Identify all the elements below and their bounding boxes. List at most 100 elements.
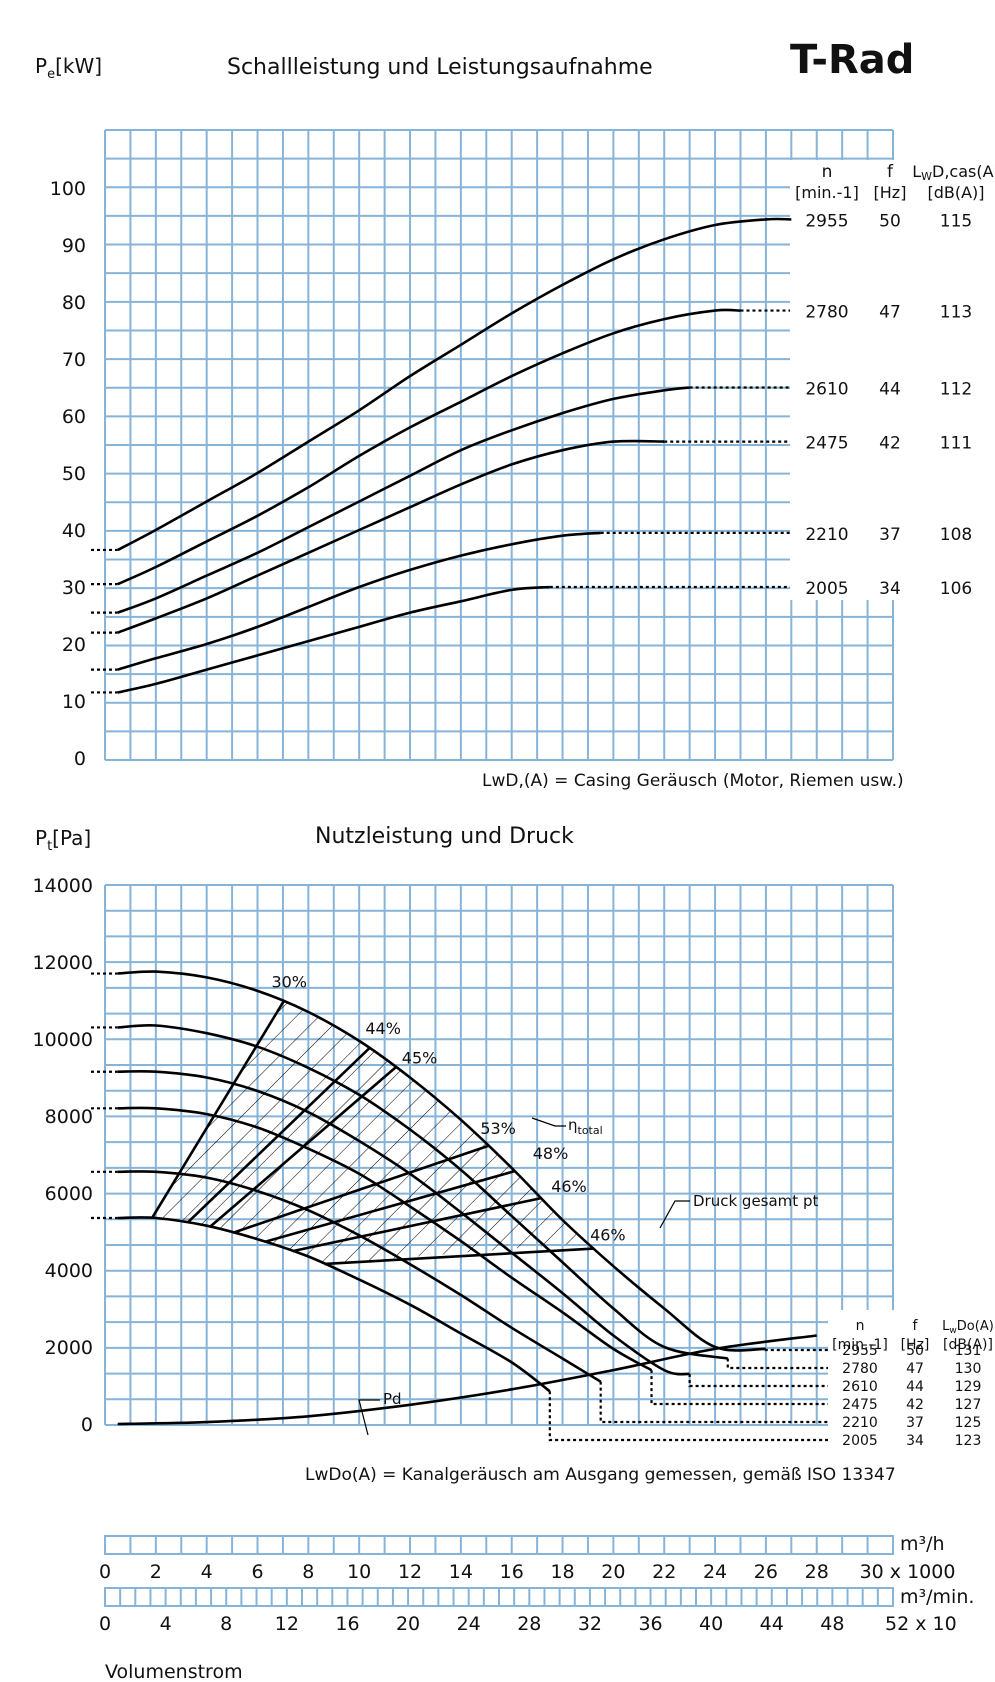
m3h-scale: 0 2 4 6 8 10 12 14 16 18 20 22 24 26 28 30 x 1000 <box>99 1535 956 1583</box>
scale-tick-label: 22 <box>652 1561 676 1583</box>
pressure-curve <box>117 1216 551 1393</box>
top-chart-y-label: Pe[kW] <box>35 54 102 82</box>
table-sound-power: 125 <box>955 1415 982 1431</box>
svg-text:[dB(A)]: [dB(A)] <box>927 183 984 202</box>
scale-tick-label: 18 <box>550 1561 574 1583</box>
druck-gesamt-label: Druck gesamt pt <box>659 1192 818 1229</box>
table-frequency: 47 <box>879 303 901 323</box>
efficiency-label: 45% <box>402 1048 438 1067</box>
dotted-leader <box>764 1348 828 1352</box>
table-speed: 2210 <box>805 525 848 545</box>
power-curve <box>117 439 665 634</box>
y-tick-label: 2000 <box>45 1337 93 1359</box>
scale-tick-label: 26 <box>754 1561 778 1583</box>
efficiency-lines <box>150 1000 595 1266</box>
scale-tick-label: 10 <box>347 1561 371 1583</box>
svg-text:f: f <box>887 162 894 182</box>
svg-text:[min.-1]: [min.-1] <box>795 183 859 202</box>
power-curve <box>117 308 741 586</box>
top-chart-grid <box>104 129 894 761</box>
scale-tick-label: 24 <box>703 1561 727 1583</box>
y-tick-label: 6000 <box>45 1183 93 1205</box>
table-frequency: 37 <box>906 1415 924 1431</box>
scale-tick-label: 48 <box>820 1613 844 1635</box>
scale-tick-label: 32 <box>578 1613 602 1635</box>
scale-tick-label: 28 <box>805 1561 829 1583</box>
table-speed: 2475 <box>842 1397 878 1413</box>
efficiency-label: 53% <box>480 1119 516 1138</box>
pressure-curve <box>117 1170 602 1383</box>
table-frequency: 34 <box>906 1433 924 1449</box>
bottom-chart-title: Nutzleistung und Druck <box>315 824 574 849</box>
table-frequency: 42 <box>906 1397 924 1413</box>
scale-tick-label: 28 <box>517 1613 541 1635</box>
eta-total-label: ηtotal <box>531 1116 603 1137</box>
bottom-chart-speed-table: 2955 50 131 2780 47 130 2610 44 129 2475 42 127 2210… <box>842 1343 981 1449</box>
dotted-leader <box>548 1391 828 1442</box>
table-speed: 2955 <box>805 211 848 231</box>
m3min-scale: 0 4 8 12 16 20 24 28 32 36 40 44 48 52 x 10 <box>99 1587 957 1635</box>
y-tick-label: 10000 <box>33 1029 93 1051</box>
scale-tick-label: 30 x 1000 <box>860 1561 956 1583</box>
y-tick-label: 90 <box>62 235 86 257</box>
svg-text:n: n <box>856 1318 865 1334</box>
table-speed: 2610 <box>842 1379 878 1395</box>
table-speed: 2780 <box>842 1361 878 1377</box>
bottom-chart-y-label: Pt[Pa] <box>35 826 91 854</box>
scale-tick-label: 0 <box>99 1613 111 1635</box>
scale-tick-label: 8 <box>302 1561 314 1583</box>
svg-text:[min.-1]: [min.-1] <box>832 1337 888 1353</box>
scale-tick-label: 6 <box>251 1561 263 1583</box>
table-frequency: 42 <box>879 434 901 454</box>
table-sound-power: 123 <box>955 1433 982 1449</box>
scale-tick-label: 20 <box>396 1613 420 1635</box>
svg-text:[dB(A)]: [dB(A)] <box>943 1337 993 1353</box>
table-sound-power: 113 <box>940 303 972 323</box>
table-speed: 2210 <box>842 1415 878 1431</box>
pd-label: Pd <box>358 1390 402 1436</box>
efficiency-label: 44% <box>365 1019 401 1038</box>
power-curve <box>117 217 792 552</box>
table-sound-power: 115 <box>940 211 972 231</box>
x-axis-label: Volumenstrom <box>105 1661 243 1682</box>
y-tick-label: 40 <box>62 520 86 542</box>
y-tick-label: 70 <box>62 349 86 371</box>
y-tick-label: 12000 <box>33 952 93 974</box>
scale-tick-label: 12 <box>275 1613 299 1635</box>
table-frequency: 34 <box>879 579 901 599</box>
table-speed: 2475 <box>805 434 848 454</box>
svg-text:Druck gesamt pt: Druck gesamt pt <box>693 1192 818 1210</box>
dotted-leader <box>688 1373 828 1388</box>
y-tick-label: 60 <box>62 406 86 428</box>
y-tick-label: 14000 <box>33 875 93 897</box>
y-tick-label: 4000 <box>45 1260 93 1282</box>
bottom-chart-annotation: LwDo(A) = Kanalgeräusch am Ausgang gemes… <box>305 1465 896 1485</box>
table-sound-power: 108 <box>940 525 972 545</box>
svg-text:[Hz]: [Hz] <box>874 183 907 202</box>
y-tick-label: 50 <box>62 463 86 485</box>
table-sound-power: 130 <box>955 1361 982 1377</box>
table-sound-power: 106 <box>940 579 972 599</box>
table-frequency: 50 <box>906 1343 924 1359</box>
pressure-curve <box>117 1106 653 1372</box>
scale-tick-label: 12 <box>398 1561 422 1583</box>
svg-text:[Hz]: [Hz] <box>901 1337 930 1353</box>
table-frequency: 44 <box>879 380 901 400</box>
efficiency-line <box>186 1047 371 1224</box>
scale-tick-label: 2 <box>150 1561 162 1583</box>
efficiency-line <box>150 1000 285 1219</box>
scale-tick-label: 40 <box>699 1613 723 1635</box>
efficiency-line <box>209 1066 397 1228</box>
y-tick-label: 80 <box>62 292 86 314</box>
y-tick-label: 10 <box>62 691 86 713</box>
efficiency-line <box>232 1144 489 1234</box>
bottom-chart-series <box>91 970 828 1442</box>
top-chart-speed-table: 2955 50 115 2780 47 113 2610 44 112 2475 42 111 2210… <box>805 211 972 599</box>
top-chart-series <box>91 217 792 694</box>
efficiency-line <box>324 1247 595 1266</box>
m3h-unit: m³/h <box>900 1533 945 1555</box>
table-speed: 2005 <box>842 1433 878 1449</box>
y-tick-label: 0 <box>81 1414 93 1436</box>
efficiency-label: 48% <box>533 1144 569 1163</box>
